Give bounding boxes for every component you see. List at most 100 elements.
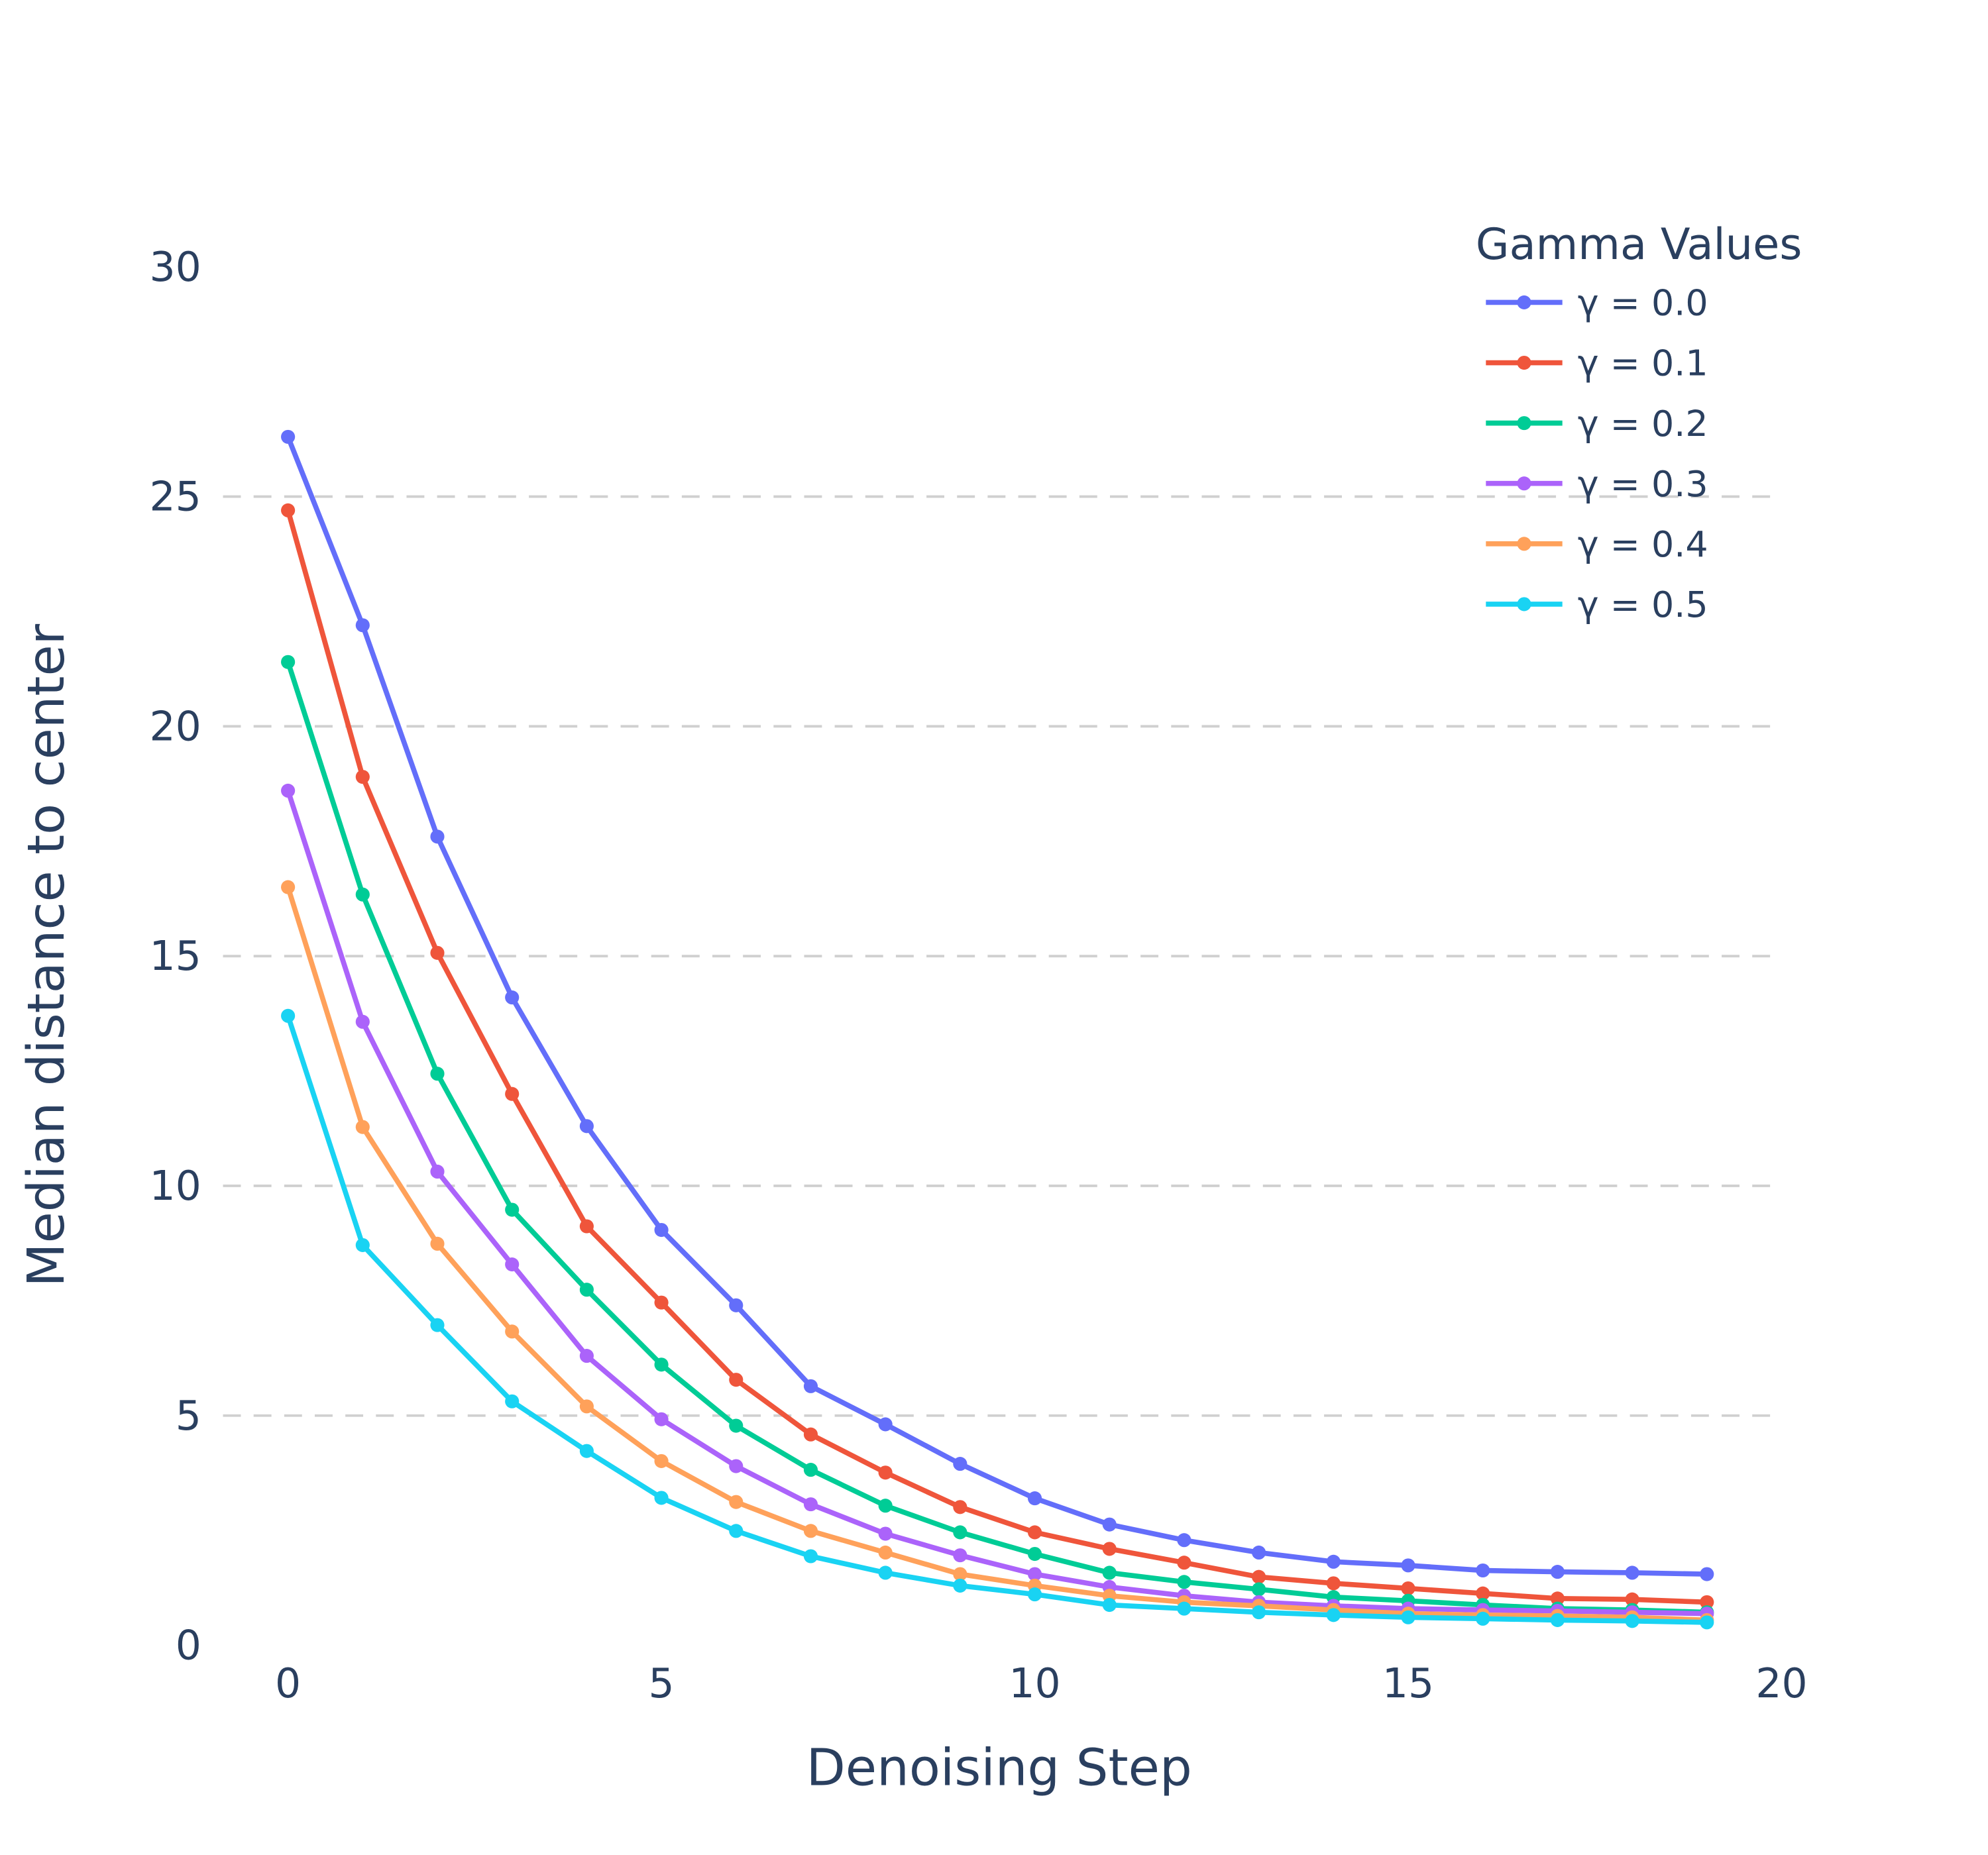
data-point bbox=[430, 945, 445, 960]
data-point bbox=[1401, 1581, 1415, 1596]
data-point bbox=[1625, 1614, 1639, 1628]
legend-item[interactable]: γ = 0.1 bbox=[1486, 343, 1708, 384]
data-point bbox=[1252, 1582, 1266, 1597]
data-point bbox=[505, 1086, 520, 1101]
x-tick-label: 0 bbox=[275, 1660, 301, 1707]
data-point bbox=[878, 1465, 893, 1480]
data-point bbox=[1700, 1567, 1714, 1581]
data-point bbox=[654, 1295, 669, 1310]
series-4 bbox=[281, 880, 1714, 1627]
legend-swatch-marker bbox=[1517, 476, 1531, 491]
data-point bbox=[281, 503, 296, 517]
series-line bbox=[285, 1015, 1707, 1625]
data-point bbox=[1476, 1563, 1490, 1578]
data-point bbox=[729, 1418, 744, 1433]
data-point bbox=[803, 1463, 818, 1477]
data-point bbox=[1476, 1586, 1490, 1601]
data-point bbox=[1177, 1601, 1191, 1616]
data-point bbox=[505, 1202, 520, 1217]
data-point bbox=[1326, 1608, 1341, 1622]
data-point bbox=[654, 1412, 669, 1426]
data-point bbox=[355, 770, 370, 784]
data-point bbox=[1252, 1545, 1266, 1560]
legend-label: γ = 0.5 bbox=[1578, 584, 1708, 625]
data-point bbox=[355, 618, 370, 633]
data-point bbox=[1550, 1591, 1565, 1606]
data-point bbox=[803, 1497, 818, 1512]
series-1 bbox=[281, 503, 1714, 1609]
data-point bbox=[654, 1222, 669, 1238]
legend-item[interactable]: γ = 0.4 bbox=[1486, 523, 1708, 565]
data-point bbox=[803, 1427, 818, 1442]
data-point bbox=[1027, 1567, 1042, 1581]
x-tick-label: 15 bbox=[1382, 1660, 1434, 1707]
data-point bbox=[1027, 1525, 1042, 1540]
x-tick-label: 10 bbox=[1009, 1660, 1060, 1707]
legend[interactable]: Gamma Values γ = 0.0 γ = 0.1 γ = 0.2 γ = 0.… bbox=[1476, 219, 1802, 625]
data-point bbox=[1401, 1610, 1415, 1624]
legend-item[interactable]: γ = 0.0 bbox=[1486, 282, 1708, 324]
data-point bbox=[1700, 1615, 1714, 1630]
data-point bbox=[878, 1565, 893, 1580]
data-point bbox=[654, 1357, 669, 1372]
data-point bbox=[953, 1567, 967, 1581]
gridlines bbox=[223, 495, 1778, 1417]
series-0 bbox=[281, 429, 1714, 1581]
data-point bbox=[878, 1417, 893, 1432]
data-point bbox=[1177, 1533, 1191, 1548]
data-point bbox=[1102, 1542, 1117, 1556]
x-tick-label: 20 bbox=[1755, 1660, 1807, 1707]
data-point bbox=[1326, 1554, 1341, 1569]
data-point bbox=[430, 1318, 445, 1332]
legend-item[interactable]: γ = 0.5 bbox=[1486, 584, 1708, 625]
legend-swatch-marker bbox=[1517, 295, 1531, 309]
data-point bbox=[579, 1283, 594, 1297]
data-point bbox=[579, 1399, 594, 1414]
data-point bbox=[1252, 1605, 1266, 1620]
y-tick-label: 30 bbox=[150, 244, 201, 291]
y-tick-label: 15 bbox=[150, 933, 201, 980]
data-point bbox=[430, 1164, 445, 1179]
data-point bbox=[1027, 1546, 1042, 1562]
data-point bbox=[579, 1219, 594, 1234]
data-point bbox=[281, 783, 296, 798]
data-point bbox=[1550, 1565, 1565, 1579]
data-point bbox=[1027, 1587, 1042, 1602]
legend-swatch-marker bbox=[1517, 537, 1531, 551]
data-point bbox=[505, 1257, 520, 1272]
y-tick-label: 10 bbox=[150, 1163, 201, 1210]
series-5 bbox=[281, 1008, 1714, 1630]
data-point bbox=[878, 1499, 893, 1513]
data-point bbox=[803, 1379, 818, 1393]
y-axis-ticks: 0 5 10 15 20 25 30 bbox=[150, 244, 201, 1670]
data-point bbox=[579, 1349, 594, 1363]
data-point bbox=[803, 1549, 818, 1564]
series-group bbox=[281, 429, 1714, 1630]
data-point bbox=[430, 1067, 445, 1081]
y-axis-title: Median distance to center bbox=[17, 623, 76, 1287]
legend-item[interactable]: γ = 0.2 bbox=[1486, 403, 1708, 445]
data-point bbox=[729, 1298, 744, 1312]
data-point bbox=[1027, 1491, 1042, 1506]
data-point bbox=[953, 1548, 967, 1563]
legend-label: γ = 0.4 bbox=[1578, 523, 1708, 565]
x-axis-title: Denoising Step bbox=[806, 1739, 1192, 1798]
y-tick-label: 5 bbox=[176, 1393, 201, 1440]
data-point bbox=[430, 829, 445, 844]
data-point bbox=[1102, 1517, 1117, 1532]
series-2 bbox=[281, 655, 1714, 1620]
data-point bbox=[953, 1457, 967, 1471]
legend-item[interactable]: γ = 0.3 bbox=[1486, 463, 1708, 505]
series-line bbox=[285, 509, 1707, 1605]
data-point bbox=[430, 1236, 445, 1251]
data-point bbox=[579, 1444, 594, 1458]
legend-label: γ = 0.0 bbox=[1578, 282, 1708, 324]
x-tick-label: 5 bbox=[649, 1660, 675, 1707]
data-point bbox=[505, 1324, 520, 1339]
y-tick-label: 25 bbox=[150, 474, 201, 521]
data-point bbox=[878, 1526, 893, 1541]
series-line bbox=[285, 790, 1707, 1616]
legend-swatch-marker bbox=[1517, 355, 1531, 370]
data-point bbox=[878, 1545, 893, 1560]
